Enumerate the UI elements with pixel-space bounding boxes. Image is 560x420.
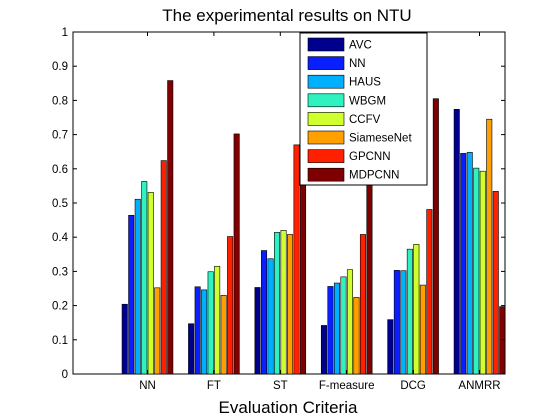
legend-swatch-nn <box>307 56 345 70</box>
x-tick-label-nn: NN <box>139 380 156 392</box>
bar-ccfv-ft <box>214 265 221 375</box>
bar-gpcnn-f-measure <box>359 234 366 375</box>
y-tick-label: 0.1 <box>52 335 68 347</box>
bar-gpcnn-nn <box>160 160 167 375</box>
bar-wbgm-ft <box>207 271 214 375</box>
bar-avc-ft <box>188 323 195 375</box>
bar-gpcnn-dcg <box>426 209 433 375</box>
bar-ccfv-anmrr <box>479 170 486 375</box>
y-tick-label: 0.2 <box>52 301 68 313</box>
bar-haus-dcg <box>400 270 407 375</box>
bar-haus-ft <box>201 289 208 375</box>
bar-avc-st <box>254 287 261 375</box>
legend-label-wbgm: WBGM <box>349 95 386 107</box>
bar-haus-nn <box>134 198 141 375</box>
bar-wbgm-f-measure <box>340 276 347 375</box>
legend-label-gpcnn: GPCNN <box>349 151 391 163</box>
chart-title: The experimental results on NTU <box>162 6 411 25</box>
bar-wbgm-nn <box>141 181 148 375</box>
legend-label-siamesenet: SiameseNet <box>349 133 412 145</box>
bar-avc-nn <box>121 303 128 375</box>
y-tick-label: 0.4 <box>52 232 69 244</box>
bar-gpcnn-st <box>293 144 300 375</box>
bar-siamesenet-f-measure <box>353 297 360 375</box>
y-tick-label: 0.9 <box>52 61 68 73</box>
bar-mdpcnn-nn <box>167 80 174 375</box>
bar-nn-dcg <box>393 270 400 375</box>
bar-wbgm-st <box>274 232 281 375</box>
legend-swatch-gpcnn <box>307 149 345 163</box>
bar-mdpcnn-dcg <box>432 98 439 375</box>
bar-nn-ft <box>194 286 201 375</box>
bar-avc-f-measure <box>320 325 327 375</box>
legend-swatch-wbgm <box>307 93 345 108</box>
bar-siamesenet-ft <box>220 295 227 375</box>
legend: AVC NN HAUS WBGM CCFV SiameseNet GPCNN MDPCNN <box>299 32 428 186</box>
y-tick-label: 0.5 <box>52 198 68 210</box>
y-tick-label: 0.7 <box>52 130 68 142</box>
bar-ccfv-dcg <box>413 244 420 375</box>
x-tick-label-st: ST <box>273 380 288 392</box>
bar-siamesenet-nn <box>154 287 161 375</box>
bar-gpcnn-anmrr <box>492 191 499 375</box>
bar-mdpcnn-ft <box>233 133 240 375</box>
legend-label-mdpcnn: MDPCNN <box>349 170 399 182</box>
bar-nn-f-measure <box>327 286 334 375</box>
bar-mdpcnn-f-measure <box>366 169 373 375</box>
legend-swatch-avc <box>307 37 345 52</box>
x-tick-label-f-measure: F-measure <box>319 380 375 392</box>
bar-haus-st <box>267 258 274 375</box>
bar-nn-nn <box>128 215 135 375</box>
bar-ccfv-st <box>280 230 287 375</box>
legend-label-nn: NN <box>349 58 366 70</box>
y-tick-label: 0.3 <box>52 266 68 278</box>
x-axis-label: Evaluation Criteria <box>219 398 358 417</box>
bar-nn-anmrr <box>460 153 467 375</box>
x-tick-label-dcg: DCG <box>400 380 426 392</box>
bar-haus-anmrr <box>466 152 473 375</box>
legend-swatch-ccfv <box>307 112 345 126</box>
bar-wbgm-dcg <box>406 248 413 375</box>
legend-swatch-mdpcnn <box>307 167 345 182</box>
bar-avc-anmrr <box>453 108 460 375</box>
legend-label-haus: HAUS <box>349 77 381 89</box>
bar-nn-st <box>261 250 268 375</box>
y-tick-label: 0.8 <box>52 95 68 107</box>
legend-swatch-haus <box>307 74 345 89</box>
y-tick-label: 1 <box>62 27 68 39</box>
legend-swatch-siamesenet <box>307 130 345 145</box>
legend-label-ccfv: CCFV <box>349 114 381 126</box>
bar-gpcnn-ft <box>227 236 234 375</box>
bar-avc-dcg <box>387 319 394 375</box>
x-tick-label-ft: FT <box>207 380 221 392</box>
bar-mdpcnn-anmrr <box>499 306 506 375</box>
bar-siamesenet-dcg <box>419 284 426 375</box>
bars-group <box>121 80 506 375</box>
bar-siamesenet-anmrr <box>486 118 493 375</box>
bar-haus-f-measure <box>333 282 340 375</box>
y-tick-label: 0 <box>62 369 68 381</box>
y-tick-label: 0.6 <box>52 164 68 176</box>
bar-ccfv-f-measure <box>346 269 353 375</box>
bar-wbgm-anmrr <box>473 167 480 375</box>
bar-siamesenet-st <box>287 234 294 375</box>
legend-label-avc: AVC <box>349 40 372 52</box>
bar-ccfv-nn <box>147 192 154 375</box>
x-tick-label-anmrr: ANMRR <box>458 380 500 392</box>
